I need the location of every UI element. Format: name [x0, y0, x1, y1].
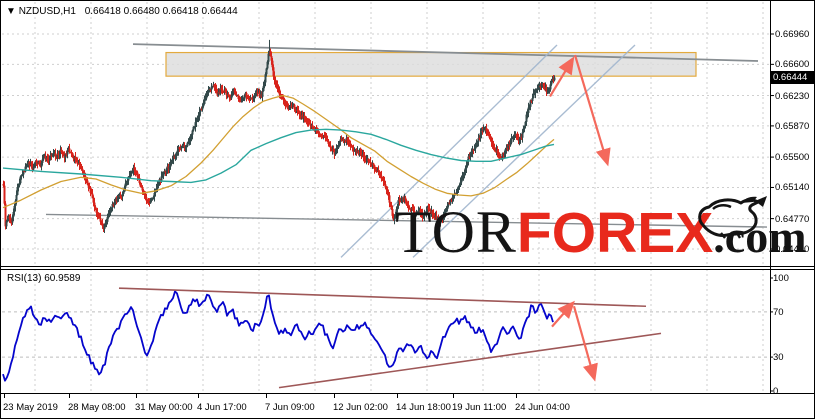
- ma-slow-line[interactable]: [2, 128, 555, 184]
- rsi-line: [2, 290, 554, 382]
- price-axis-label: 0.66600: [775, 59, 810, 71]
- ohlc-close: 0.66444: [201, 6, 238, 17]
- time-axis-label: 7 Jun 09:00: [265, 402, 315, 413]
- bull-icon: [698, 196, 767, 239]
- price-axis-label: 0.65140: [775, 182, 810, 194]
- rsi-indicator-label: RSI(13) 60.9589: [7, 273, 81, 284]
- ma-fast-line[interactable]: [2, 94, 555, 209]
- current-price-badge: 0.66444: [770, 71, 814, 84]
- ohlc-open: 0.66418: [84, 6, 121, 17]
- watermark-dotcom: .com: [713, 211, 807, 262]
- watermark-text: TORFOREX.com: [395, 198, 807, 267]
- price-axis-label: 0.66230: [775, 90, 810, 102]
- price-axis-label: 0.64770: [775, 213, 810, 225]
- time-axis-label: 28 May 08:00: [68, 402, 126, 413]
- ohlc-high: 0.66480: [123, 6, 160, 17]
- rsi-level-label: 70: [773, 306, 784, 318]
- time-axis-label: 19 Jun 11:00: [452, 402, 507, 413]
- symbol-period-label: NZDUSD,H1: [18, 6, 76, 17]
- time-axis-label: 14 Jun 18:00: [396, 402, 451, 413]
- time-axis-label: 23 May 2019: [3, 402, 58, 413]
- time-axis-label: 31 May 00:00: [135, 402, 193, 413]
- watermark: TORFOREX.com: [395, 196, 807, 269]
- resistance-zone[interactable]: [165, 51, 697, 77]
- price-axis-label: 0.66960: [775, 29, 810, 40]
- rsi-forecast-arrows[interactable]: [551, 300, 598, 382]
- time-axis-label: 12 Jun 02:00: [333, 402, 388, 413]
- price-axis-label: 0.65500: [775, 152, 810, 164]
- channel-lines[interactable]: [340, 44, 636, 258]
- price-axis-label: 0.65870: [775, 120, 810, 132]
- pane-borders: [1, 1, 814, 398]
- time-axis-label: 24 Jun 04:00: [515, 402, 570, 413]
- rsi-level-label: 30: [773, 352, 784, 364]
- time-axis-label: 4 Jun 17:00: [197, 402, 247, 413]
- gray-trendlines[interactable]: [45, 43, 768, 228]
- watermark-tor: TOR: [395, 199, 517, 265]
- ohlc-low: 0.66418: [162, 6, 199, 17]
- watermark-forex: FOREX: [516, 201, 714, 265]
- chart-title: ▼ NZDUSD,H1 0.66418 0.66480 0.66418 0.66…: [6, 6, 238, 17]
- rsi-level-label: 0: [773, 386, 779, 397]
- rsi-trendlines[interactable]: [118, 287, 662, 389]
- rsi-level-label: 100: [773, 273, 789, 284]
- chart-collapse-icon[interactable]: ▼: [6, 6, 16, 17]
- price-axis-label: 0.64410: [775, 243, 810, 255]
- forecast-arrows[interactable]: [549, 54, 611, 167]
